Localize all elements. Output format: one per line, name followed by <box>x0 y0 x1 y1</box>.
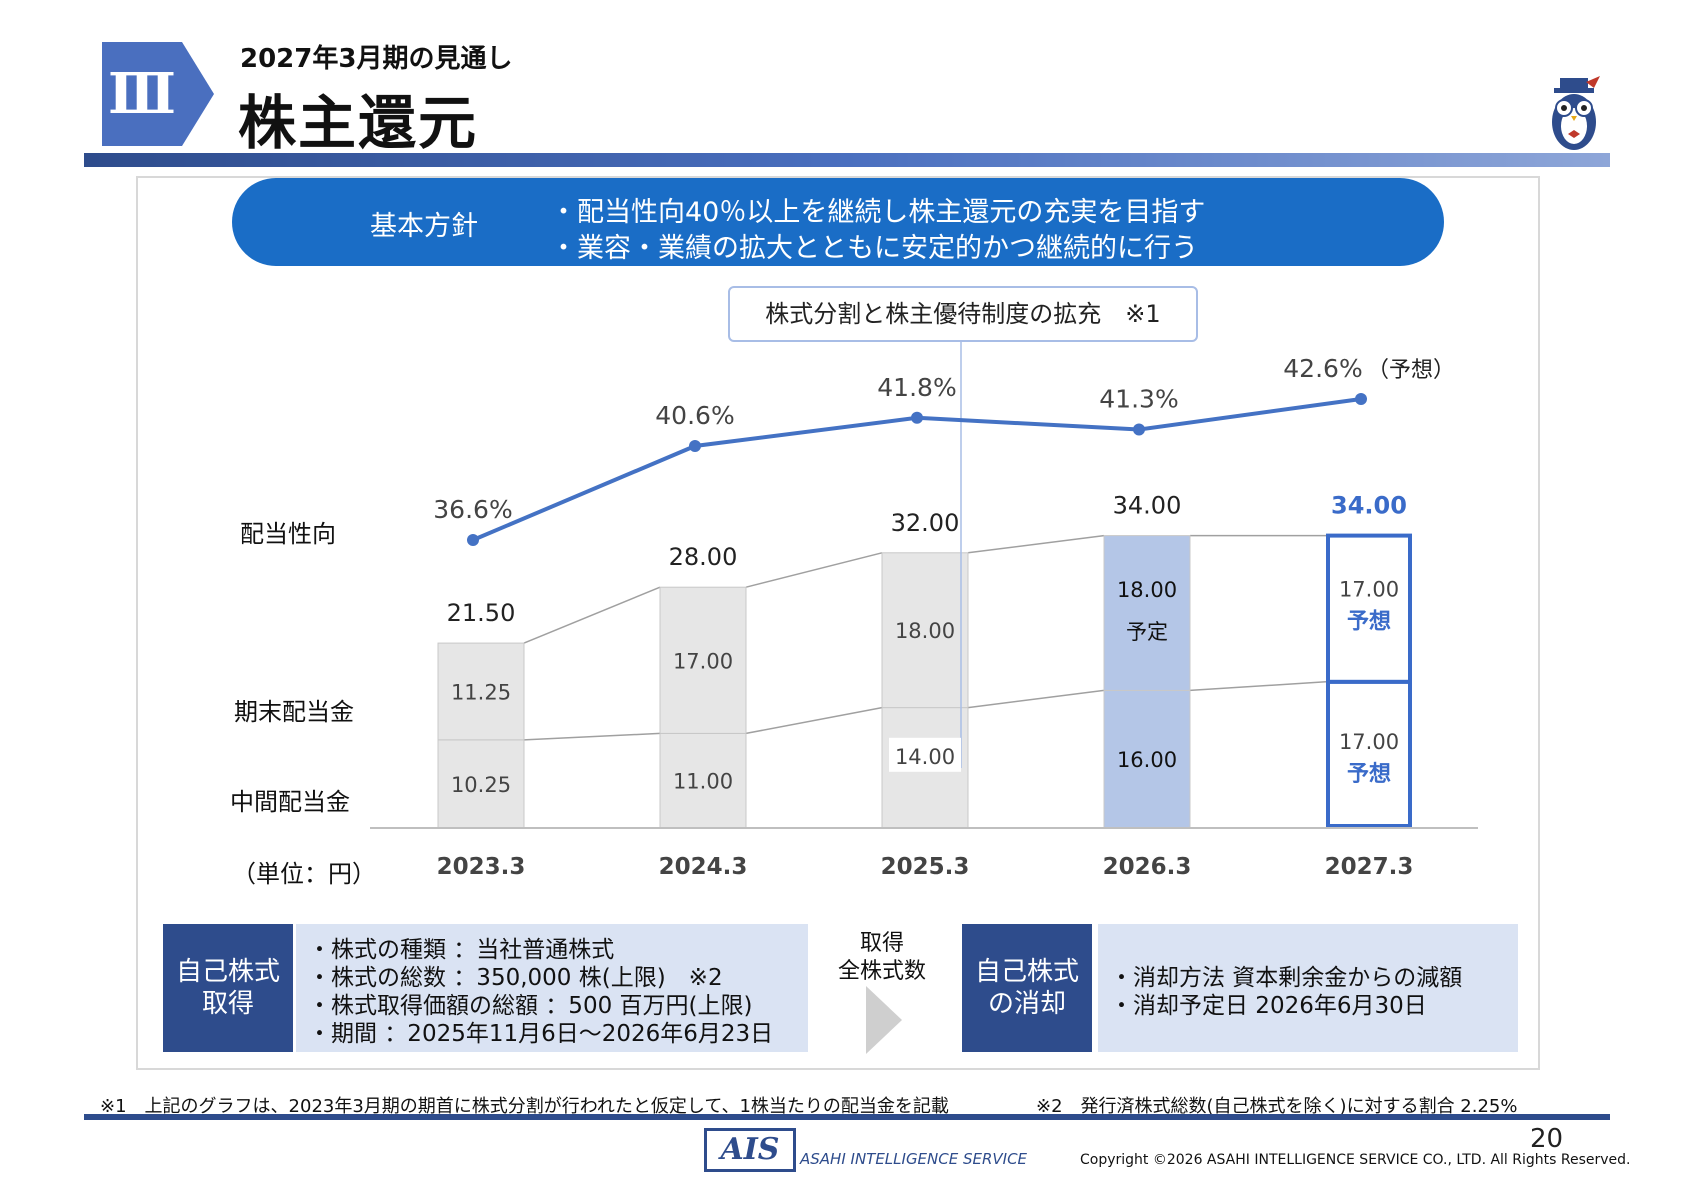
year-end-dividend-bar <box>1326 533 1412 684</box>
total-dividend-label: 21.50 <box>447 599 516 627</box>
payout-ratio-point <box>911 411 923 424</box>
year-end-dividend-bar <box>437 642 525 741</box>
section-number-badge: Ⅲ <box>102 42 182 146</box>
x-tick-label: 2025.3 <box>881 854 970 880</box>
payout-ratio-point <box>689 440 701 452</box>
footer-divider <box>84 1114 1610 1120</box>
year-end-value-label: 18.00 <box>895 619 955 643</box>
total-dividend-label: 34.00 <box>1331 492 1407 520</box>
interim-value-label: 17.00 <box>1339 730 1399 754</box>
header-divider <box>84 153 1610 167</box>
year-end-value-label: 17.00 <box>1339 578 1399 602</box>
interim-dividend-bar <box>1326 679 1412 828</box>
x-tick-label: 2024.3 <box>659 854 748 880</box>
interim-connector-line <box>523 732 661 741</box>
year-end-dividend-bar <box>659 586 747 734</box>
x-tick-label: 2027.3 <box>1325 854 1414 880</box>
interim-dividend-bar <box>659 732 747 829</box>
interim-dividend-label: 中間配当金 <box>230 788 350 816</box>
payout-ratio-label: 配当性向 <box>240 520 336 548</box>
footnote-1: ※1 上記のグラフは、2023年3月期の期首に株式分割が行われたと仮定して、1株… <box>100 1096 949 1117</box>
policy-label: 基本方針 <box>370 211 478 242</box>
payout-ratio-point <box>1133 423 1145 436</box>
forecast-note: 予想 <box>1347 762 1391 787</box>
interim-value-label: 16.00 <box>1117 748 1177 772</box>
page-number: 20 <box>1530 1124 1564 1154</box>
unit-label: （単位：円） <box>232 860 376 888</box>
year-end-dividend-bar <box>881 552 969 709</box>
company-name: ASAHI INTELLIGENCE SERVICE <box>800 1150 1028 1168</box>
retirement-detail-line: ・消却方法 資本剰余金からの減額 <box>1110 965 1463 991</box>
year-end-dividend-label: 期末配当金 <box>234 698 354 726</box>
page-title: 株主還元 <box>238 89 479 157</box>
dividend-chart: 10.25 11.25 21.50 2023.3 11.00 17.00 28.00 2024… <box>370 338 1478 880</box>
stock-split-callout: 株式分割と株主優待制度の拡充 ※1 <box>728 286 1198 342</box>
interim-value-label: 10.25 <box>451 773 511 797</box>
payout-ratio-label: 41.3% <box>1099 385 1178 414</box>
interim-dividend-bar <box>1103 689 1191 829</box>
retirement-label: 自己株式 の消却 <box>962 924 1092 1052</box>
total-connector-line <box>967 534 1105 554</box>
owl-mascot-logo <box>1552 76 1600 150</box>
footnote-2: ※2 発行済株式総数(自己株式を除く)に対する割合 2.25% <box>1036 1096 1518 1117</box>
buyback-detail-line: ・株式の総数 ：350,000 株(上限) ※2 <box>308 965 723 991</box>
policy-line: ・配当性向40％以上を継続し株主還元の充実を目指す <box>550 197 1206 228</box>
buyback-detail-line: ・株式取得価額の総額 ：500 百万円(上限) <box>308 993 753 1019</box>
interim-value-label: 14.00 <box>895 745 955 769</box>
payout-ratio-label: 40.6% <box>655 401 734 430</box>
total-connector-line <box>745 552 883 588</box>
forecast-note: 予想 <box>1347 610 1391 635</box>
interim-dividend-bar <box>437 739 525 829</box>
buyback-details: ・株式の種類 ：当社普通株式 ・株式の総数 ：350,000 株(上限) ※2 … <box>296 924 808 1052</box>
retirement-detail-line: ・消却予定日 2026年6月30日 <box>1110 993 1427 1019</box>
payout-ratio-point <box>1355 393 1367 405</box>
buyback-detail-line: ・株式の種類 ：当社普通株式 <box>308 937 615 963</box>
payout-ratio-label: 36.6% <box>433 495 512 524</box>
interim-connector-line <box>745 706 883 735</box>
policy-line: ・業容・業績の拡大とともに安定的かつ継続的に行う <box>550 233 1198 264</box>
x-tick-label: 2026.3 <box>1103 854 1192 880</box>
basic-policy-banner: 基本方針 ・配当性向40％以上を継続し株主還元の充実を目指す ・業容・業績の拡大… <box>232 178 1444 266</box>
interim-connector-line <box>1189 681 1327 692</box>
forecast-suffix-label: （予想） <box>1367 358 1455 383</box>
buyback-label: 自己株式 取得 <box>163 924 293 1052</box>
payout-ratio-point <box>467 534 479 546</box>
retirement-details: ・消却方法 資本剰余金からの減額 ・消却予定日 2026年6月30日 <box>1098 924 1518 1052</box>
total-connector-line <box>523 586 661 644</box>
content-panel <box>136 176 1540 1070</box>
arrow-caption: 取得 全株式数 <box>837 931 926 984</box>
total-dividend-label: 34.00 <box>1113 492 1182 520</box>
total-dividend-label: 28.00 <box>669 543 738 571</box>
year-end-value-label: 11.25 <box>451 680 511 704</box>
year-end-value-label: 18.00 <box>1117 578 1177 602</box>
chevron-right-icon <box>866 986 902 1054</box>
section-arrow <box>182 42 214 146</box>
payout-ratio-label: 41.8% <box>877 373 956 402</box>
interim-label-background <box>889 737 961 772</box>
year-end-dividend-bar <box>1103 535 1191 691</box>
interim-value-label: 11.00 <box>673 770 733 794</box>
page-subtitle: 2027年3月期の見通し <box>240 44 513 74</box>
interim-connector-line <box>967 689 1105 709</box>
payout-ratio-label: 42.6% <box>1283 354 1362 383</box>
year-end-value-label: 17.00 <box>673 649 733 673</box>
copyright: Copyright ©2026 ASAHI INTELLIGENCE SERVI… <box>1080 1152 1631 1168</box>
x-tick-label: 2023.3 <box>437 854 526 880</box>
ais-logo: AIS <box>704 1128 796 1172</box>
total-dividend-label: 32.00 <box>891 509 960 537</box>
planned-note: 予定 <box>1126 620 1168 644</box>
buyback-detail-line: ・期間 ：2025年11月6日～2026年6月23日 <box>308 1021 774 1047</box>
